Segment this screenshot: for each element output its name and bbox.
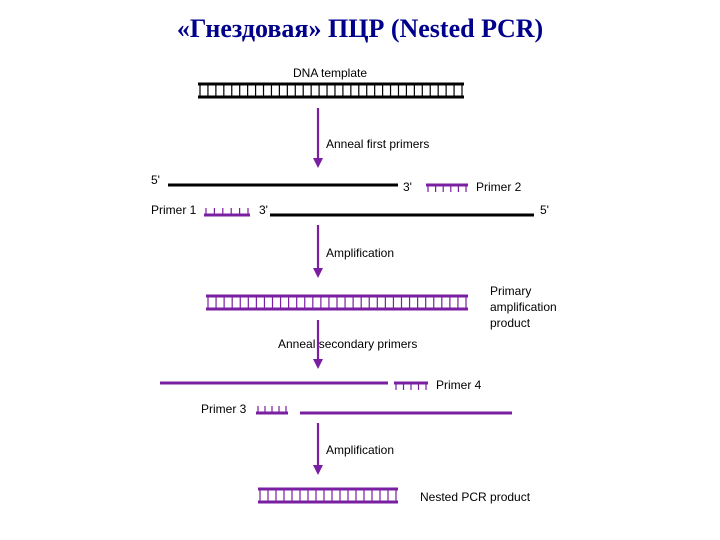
label-primer4: Primer 4: [436, 378, 481, 392]
label-primary3: product: [490, 316, 530, 330]
label-primary2: amplification: [490, 300, 557, 314]
label-primer1: Primer 1: [151, 203, 196, 217]
label-primary1: Primary: [490, 284, 531, 298]
label-3prime-b: 3': [259, 203, 268, 217]
label-3prime-a: 3': [403, 180, 412, 194]
label-primer3: Primer 3: [201, 402, 246, 416]
label-amplification2: Amplification: [326, 443, 394, 457]
label-5prime-a: 5': [151, 173, 160, 187]
diagram-canvas: [0, 0, 720, 540]
label-anneal-first: Anneal first primers: [326, 137, 429, 151]
label-anneal-secondary: Anneal secondary primers: [278, 337, 417, 351]
label-5prime-b: 5': [540, 203, 549, 217]
label-primer2: Primer 2: [476, 180, 521, 194]
label-amplification1: Amplification: [326, 246, 394, 260]
label-dna-template: DNA template: [293, 66, 367, 80]
label-nested-product: Nested PCR product: [420, 490, 530, 504]
